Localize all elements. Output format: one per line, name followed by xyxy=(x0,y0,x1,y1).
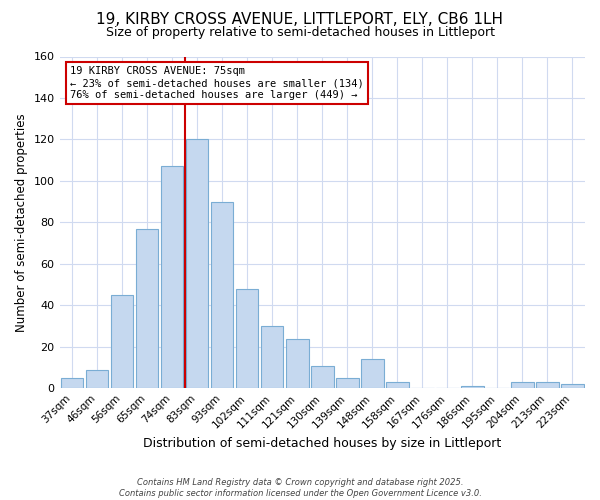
Bar xyxy=(336,378,359,388)
Bar xyxy=(561,384,584,388)
Bar xyxy=(61,378,83,388)
Bar xyxy=(86,370,109,388)
Bar xyxy=(236,289,259,388)
Bar xyxy=(536,382,559,388)
Bar xyxy=(186,140,208,388)
Bar xyxy=(386,382,409,388)
Text: Contains HM Land Registry data © Crown copyright and database right 2025.
Contai: Contains HM Land Registry data © Crown c… xyxy=(119,478,481,498)
Bar xyxy=(286,338,308,388)
Y-axis label: Number of semi-detached properties: Number of semi-detached properties xyxy=(15,113,28,332)
Text: 19 KIRBY CROSS AVENUE: 75sqm
← 23% of semi-detached houses are smaller (134)
76%: 19 KIRBY CROSS AVENUE: 75sqm ← 23% of se… xyxy=(70,66,364,100)
Bar xyxy=(261,326,283,388)
Bar xyxy=(311,366,334,388)
Bar xyxy=(461,386,484,388)
Bar xyxy=(511,382,534,388)
Bar xyxy=(136,228,158,388)
Bar xyxy=(111,295,133,388)
Bar xyxy=(161,166,184,388)
X-axis label: Distribution of semi-detached houses by size in Littleport: Distribution of semi-detached houses by … xyxy=(143,437,502,450)
Text: Size of property relative to semi-detached houses in Littleport: Size of property relative to semi-detach… xyxy=(106,26,494,39)
Bar xyxy=(211,202,233,388)
Bar xyxy=(361,360,383,388)
Text: 19, KIRBY CROSS AVENUE, LITTLEPORT, ELY, CB6 1LH: 19, KIRBY CROSS AVENUE, LITTLEPORT, ELY,… xyxy=(97,12,503,28)
